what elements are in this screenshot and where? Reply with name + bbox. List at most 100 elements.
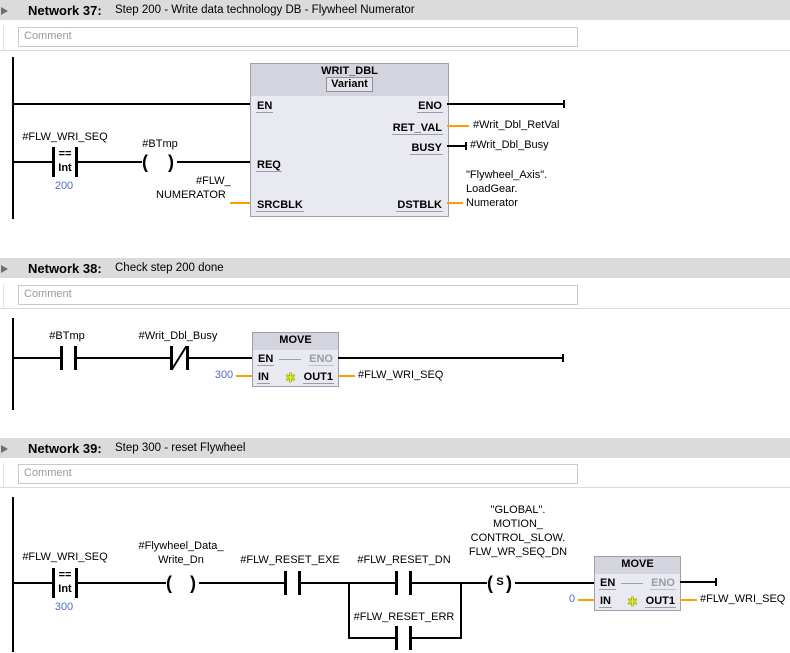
network-collapse-icon[interactable]	[1, 265, 8, 273]
in-value[interactable]: 300	[214, 369, 234, 381]
no-contact[interactable]	[60, 346, 63, 370]
coil-operand[interactable]: #BTmp	[142, 138, 178, 150]
network-collapse-icon[interactable]	[1, 445, 8, 453]
network-collapse-icon[interactable]	[1, 7, 8, 15]
wire	[199, 582, 284, 584]
network-title[interactable]: Check step 200 done	[115, 262, 224, 274]
pin-en[interactable]: EN	[257, 353, 275, 366]
divider	[0, 308, 790, 309]
compare-contact[interactable]	[75, 147, 78, 177]
set-coil-symbol[interactable]: )	[506, 573, 512, 593]
contact-operand[interactable]: #BTmp	[49, 330, 85, 342]
network-39-header[interactable]: Network 39: Step 300 - reset Flywheel	[0, 438, 790, 458]
no-contact[interactable]	[395, 626, 398, 650]
contact-operand[interactable]: #FLW_RESET_EXE	[240, 554, 340, 566]
coil-symbol[interactable]: )	[190, 573, 196, 593]
pin-in[interactable]: IN	[257, 371, 270, 384]
srcblk-operand[interactable]: #FLW_	[196, 175, 231, 187]
pin-retval[interactable]: RET_VAL	[391, 122, 443, 135]
network-title[interactable]: Step 200 - Write data technology DB - Fl…	[115, 4, 415, 16]
no-contact[interactable]	[409, 571, 412, 595]
nc-contact[interactable]	[186, 346, 189, 370]
no-contact[interactable]	[74, 346, 77, 370]
move-block[interactable]: MOVE EN ENO IN OUT1	[252, 332, 339, 387]
block-header: MOVE	[253, 333, 338, 350]
pin-dstblk[interactable]: DSTBLK	[396, 199, 443, 212]
move-block[interactable]: MOVE EN ENO IN OUT1	[594, 556, 681, 611]
block-dtype-dropdown[interactable]: Variant	[326, 77, 373, 92]
dstblk-operand[interactable]: Numerator	[466, 197, 518, 209]
coil-operand[interactable]: #Flywheel_Data_	[138, 540, 224, 552]
dstblk-operand[interactable]: "Flywheel_Axis".	[466, 169, 548, 181]
contact-operand[interactable]: #Writ_Dbl_Busy	[138, 330, 218, 342]
dstblk-operand[interactable]: LoadGear.	[466, 183, 518, 195]
wire-variant	[447, 125, 469, 127]
compare-value[interactable]: 200	[54, 180, 74, 192]
network-37-header[interactable]: Network 37: Step 200 - Write data techno…	[0, 0, 790, 20]
pin-eno[interactable]: ENO	[650, 577, 676, 590]
block-title[interactable]: WRIT_DBL	[321, 65, 378, 77]
set-coil-operand[interactable]: FLW_WR_SEQ_DN	[468, 546, 568, 558]
wire	[412, 582, 487, 584]
no-contact[interactable]	[409, 626, 412, 650]
pin-eno[interactable]: ENO	[308, 353, 334, 366]
retval-operand[interactable]: #Writ_Dbl_RetVal	[473, 119, 560, 131]
network-37-comment-box[interactable]: Comment	[18, 27, 578, 47]
pin-busy[interactable]: BUSY	[410, 142, 443, 155]
pin-out1[interactable]: OUT1	[302, 371, 334, 384]
coil-symbol[interactable]: (	[166, 573, 172, 593]
pin-req[interactable]: REQ	[256, 159, 282, 172]
wire	[447, 103, 565, 105]
network-margin-line	[3, 284, 4, 309]
pin-eno[interactable]: ENO	[417, 100, 443, 113]
nc-contact-slash	[170, 345, 188, 371]
compare-dtype[interactable]: Int	[58, 162, 72, 174]
coil-symbol[interactable]: (	[142, 152, 148, 172]
out-operand[interactable]: #FLW_WRI_SEQ	[358, 369, 444, 381]
pin-srcblk[interactable]: SRCBLK	[256, 199, 304, 212]
writ-dbl-block[interactable]: WRIT_DBL Variant EN REQ SRCBLK ENO RET_V…	[250, 63, 449, 217]
set-coil-operand[interactable]: CONTROL_SLOW.	[470, 532, 566, 544]
contact-operand[interactable]: #FLW_RESET_DN	[357, 554, 451, 566]
set-coil-operand[interactable]: "GLOBAL".	[490, 504, 546, 516]
insert-output-star-icon[interactable]	[285, 372, 296, 386]
network-title[interactable]: Step 300 - reset Flywheel	[115, 442, 246, 454]
wire	[236, 375, 252, 377]
compare-contact[interactable]	[52, 568, 55, 598]
network-38-comment-box[interactable]: Comment	[18, 285, 578, 305]
comment-placeholder: Comment	[24, 467, 72, 479]
contact-operand[interactable]: #FLW_RESET_ERR	[353, 611, 455, 623]
set-coil-symbol[interactable]: (	[487, 573, 493, 593]
compare-dtype[interactable]: Int	[58, 583, 72, 595]
nc-contact[interactable]	[170, 346, 173, 370]
coil-symbol[interactable]: )	[168, 152, 174, 172]
compare-value[interactable]: 300	[54, 601, 74, 613]
pin-out1[interactable]: OUT1	[644, 595, 676, 608]
no-contact[interactable]	[298, 571, 301, 595]
wire-end-tick	[563, 100, 565, 108]
block-title[interactable]: MOVE	[621, 558, 654, 570]
in-value[interactable]: 0	[568, 593, 576, 605]
block-title[interactable]: MOVE	[279, 334, 312, 346]
network-39-comment-box[interactable]: Comment	[18, 464, 578, 484]
no-contact[interactable]	[284, 571, 287, 595]
compare-operand[interactable]: #FLW_WRI_SEQ	[22, 551, 108, 563]
out-operand[interactable]: #FLW_WRI_SEQ	[700, 593, 786, 605]
no-contact[interactable]	[395, 571, 398, 595]
compare-operand[interactable]: #FLW_WRI_SEQ	[22, 131, 108, 143]
wire	[348, 637, 395, 639]
wire	[412, 637, 462, 639]
compare-contact[interactable]	[52, 147, 55, 177]
pin-in[interactable]: IN	[599, 595, 612, 608]
network-38-header[interactable]: Network 38: Check step 200 done	[0, 258, 790, 278]
wire	[338, 357, 564, 359]
set-coil-operand[interactable]: MOTION_	[492, 518, 544, 530]
compare-contact[interactable]	[75, 568, 78, 598]
insert-output-star-icon[interactable]	[627, 596, 638, 610]
srcblk-operand[interactable]: NUMERATOR	[156, 189, 226, 201]
busy-operand[interactable]: #Writ_Dbl_Busy	[470, 139, 549, 151]
pin-en[interactable]: EN	[599, 577, 617, 590]
pin-en[interactable]: EN	[256, 100, 274, 113]
coil-operand[interactable]: Write_Dn	[158, 554, 204, 566]
